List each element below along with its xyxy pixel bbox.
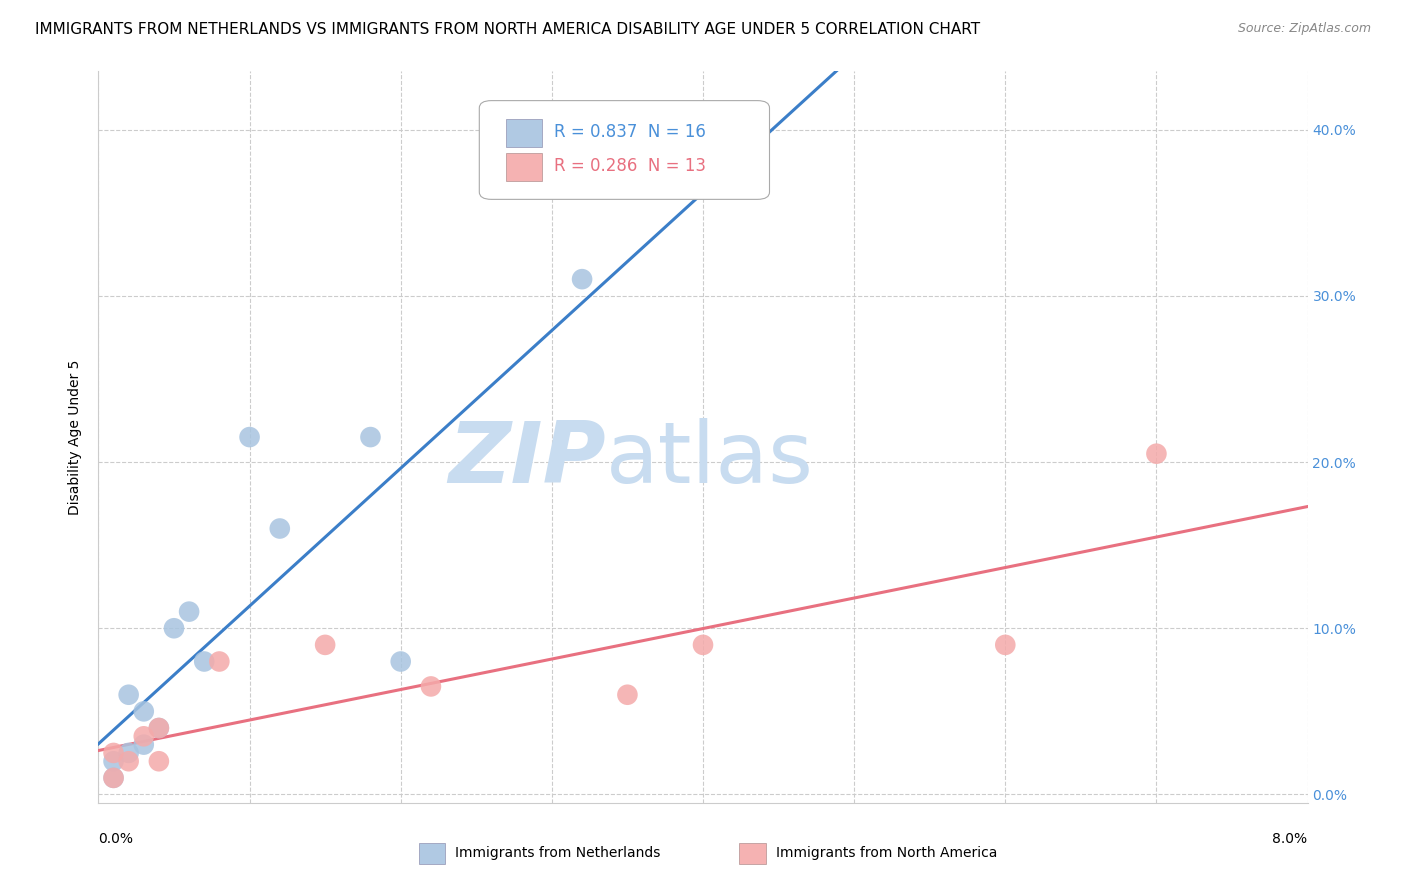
Point (103, 746, 125, 760)
Point (692, 638, 714, 652)
Text: IMMIGRANTS FROM NETHERLANDS VS IMMIGRANTS FROM NORTH AMERICA DISABILITY AGE UNDE: IMMIGRANTS FROM NETHERLANDS VS IMMIGRANT… (35, 22, 980, 37)
FancyBboxPatch shape (506, 119, 543, 146)
Text: Immigrants from Netherlands: Immigrants from Netherlands (456, 847, 661, 860)
Point (994, 638, 1017, 652)
Point (616, 688, 638, 702)
Text: 0.0%: 0.0% (98, 832, 134, 846)
Point (193, 655, 215, 669)
Point (179, 605, 201, 619)
Text: atlas: atlas (606, 417, 814, 500)
Text: Immigrants from North America: Immigrants from North America (776, 847, 997, 860)
Text: 8.0%: 8.0% (1272, 832, 1308, 846)
Point (118, 746, 141, 760)
Y-axis label: Disability Age Under 5: Disability Age Under 5 (69, 359, 83, 515)
Point (1146, 447, 1168, 461)
Text: ZIP: ZIP (449, 417, 606, 500)
Point (208, 655, 231, 669)
Point (269, 521, 291, 535)
Point (132, 705, 155, 719)
FancyBboxPatch shape (419, 843, 446, 863)
Text: R = 0.286  N = 13: R = 0.286 N = 13 (554, 158, 706, 176)
Point (723, 164, 745, 178)
Point (118, 754, 141, 768)
FancyBboxPatch shape (506, 153, 543, 181)
Point (314, 638, 336, 652)
FancyBboxPatch shape (740, 843, 766, 863)
Point (118, 688, 141, 702)
Point (148, 754, 170, 768)
Point (148, 721, 170, 735)
Point (148, 721, 170, 735)
Point (132, 729, 155, 743)
Text: R = 0.837  N = 16: R = 0.837 N = 16 (554, 123, 706, 141)
Point (132, 738, 155, 752)
Point (163, 621, 186, 635)
Point (103, 754, 125, 768)
Point (571, 272, 593, 286)
Text: Source: ZipAtlas.com: Source: ZipAtlas.com (1237, 22, 1371, 36)
Point (239, 430, 262, 444)
Point (389, 655, 412, 669)
Point (360, 430, 382, 444)
Point (103, 771, 125, 785)
FancyBboxPatch shape (479, 101, 769, 200)
Point (420, 680, 443, 694)
Point (103, 771, 125, 785)
